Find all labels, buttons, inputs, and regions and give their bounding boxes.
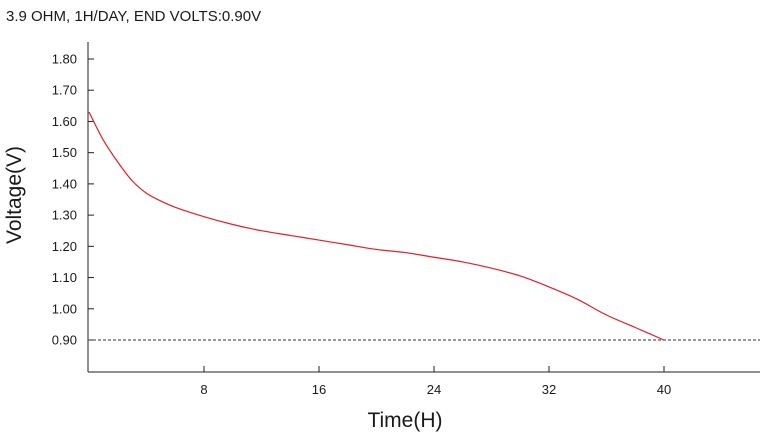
y-tick-label: 1.50 [52,145,77,160]
y-tick-label: 1.00 [52,301,77,316]
y-tick-label: 1.60 [52,114,77,129]
y-tick-label: 0.90 [52,333,77,348]
x-tick-label: 32 [542,382,556,397]
y-tick-label: 1.10 [52,270,77,285]
y-axis-label: Voltage(V) [3,146,26,244]
y-tick-label: 1.30 [52,208,77,223]
x-tick-label: 40 [657,382,671,397]
x-tick-label: 16 [312,382,326,397]
x-tick-label: 8 [200,382,207,397]
y-tick-label: 1.20 [52,239,77,254]
y-tick-label: 1.40 [52,176,77,191]
x-tick-label: 24 [427,382,441,397]
y-tick-label: 1.80 [52,52,77,67]
y-tick-label: 1.70 [52,83,77,98]
x-axis-label: Time(H) [367,409,442,432]
plot-area: 0.90 1.00 1.10 1.20 1.30 1.40 1.50 1.60 1.70 1.80… [52,42,760,397]
voltage-discharge-curve [88,111,665,341]
chart-title: 3.9 OHM, 1H/DAY, END VOLTS:0.90V [6,8,261,25]
